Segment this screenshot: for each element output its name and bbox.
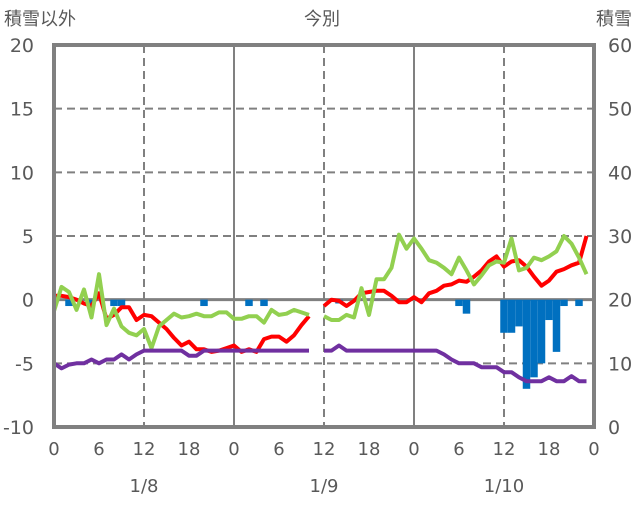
y-tick-left: 5 [22,226,34,248]
x-tick: 0 [48,439,59,460]
y-tick-left: 20 [10,35,34,57]
y-tick-right: 0 [608,417,620,439]
bar-snow-change [462,299,471,314]
series-line-green [52,232,589,351]
bar-snow-change [575,299,583,307]
y-tick-left: 0 [22,290,34,312]
x-tick: 18 [538,439,561,460]
x-tick: 18 [178,439,201,460]
y-tick-right: 10 [608,353,632,375]
bar-snow-change [245,299,253,307]
x-tick: 12 [133,439,156,460]
x-tick: 6 [453,439,464,460]
bar-snow-change [530,299,538,378]
date-label: 1/10 [484,476,524,497]
bar-snow-change [117,299,126,307]
bar-snow-change [537,299,546,364]
series-line-purple [52,343,587,384]
grid [54,45,594,427]
chart-title: 今別 [304,9,340,30]
date-label: 1/9 [310,476,339,497]
bar-snow-change [260,299,268,307]
x-tick: 6 [93,439,104,460]
date-label: 1/8 [130,476,159,497]
bars [65,299,583,389]
bar-snow-change [65,299,73,307]
y-tick-right: 30 [608,226,632,248]
plot-border [52,43,596,429]
bar-snow-change [560,299,568,307]
left-axis-title: 積雪以外 [4,9,76,30]
lines [52,232,589,384]
y-tick-right: 20 [608,290,632,312]
bar-snow-change [545,299,553,321]
y-tick-right: 40 [608,162,632,184]
y-tick-right: 60 [608,35,632,57]
x-tick: 12 [313,439,336,460]
y-tick-right: 50 [608,99,632,121]
y-tick-left: 15 [10,99,34,121]
bar-snow-change [522,299,531,389]
x-tick: 0 [408,439,419,460]
y-tick-left: -10 [3,417,34,439]
x-tick: 6 [273,439,284,460]
bar-snow-change [552,299,561,352]
bar-snow-change [200,299,208,307]
x-tick: 0 [228,439,239,460]
right-axis-title: 積雪 [596,9,632,30]
y-tick-left: 10 [10,162,34,184]
x-tick: 18 [358,439,381,460]
x-tick: 0 [588,439,599,460]
y-tick-left: -5 [15,353,34,375]
bar-snow-change [507,299,516,333]
bar-snow-change [500,299,508,333]
x-tick: 12 [493,439,516,460]
bar-snow-change [110,299,118,307]
bar-snow-change [515,299,523,327]
bar-snow-change [455,299,463,307]
